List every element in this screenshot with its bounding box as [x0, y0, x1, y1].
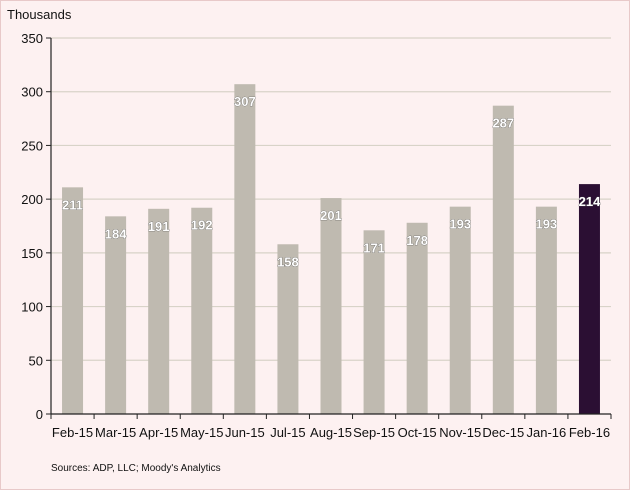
source-note: Sources: ADP, LLC; Moody's Analytics: [51, 463, 221, 474]
bar-jan-16: [535, 206, 557, 414]
x-tick-label: Jul-15: [270, 425, 305, 440]
y-tick-label: 150: [21, 246, 43, 261]
x-tick-label: Apr-15: [139, 425, 178, 440]
bar-feb-15: [62, 187, 84, 414]
y-tick-label: 300: [21, 85, 43, 100]
x-tick-label: Feb-15: [52, 425, 93, 440]
x-tick-label: Dec-15: [482, 425, 524, 440]
data-label: 307: [234, 94, 256, 109]
y-tick-label: 0: [36, 407, 43, 422]
bar-dec-15: [492, 105, 514, 415]
x-tick-label: Jun-15: [225, 425, 265, 440]
data-label: 178: [406, 233, 428, 248]
y-axis-unit-label: Thousands: [7, 7, 72, 22]
bar-sep-15: [363, 230, 385, 414]
data-label: 191: [148, 219, 170, 234]
data-label: 158: [277, 254, 299, 269]
bar-jun-15: [234, 84, 256, 415]
y-tick-label: 200: [21, 192, 43, 207]
bar-may-15: [191, 207, 213, 414]
x-tick-label: Feb-16: [569, 425, 610, 440]
x-tick-label: Nov-15: [439, 425, 481, 440]
x-tick-label: Aug-15: [310, 425, 352, 440]
x-tick-label: May-15: [180, 425, 223, 440]
bar-jul-15: [277, 244, 299, 414]
data-label: 201: [320, 208, 342, 223]
data-label: 287: [492, 116, 514, 131]
y-tick-label: 100: [21, 300, 43, 315]
y-tick-label: 350: [21, 31, 43, 46]
bar-apr-15: [148, 208, 170, 414]
data-label: 214: [579, 194, 601, 209]
data-label: 171: [363, 240, 385, 255]
y-tick-label: 50: [29, 353, 43, 368]
bar-feb-16: [578, 184, 600, 414]
axes: [50, 38, 611, 415]
x-tick-label: Mar-15: [95, 425, 136, 440]
bar-nov-15: [449, 206, 471, 414]
bars: 211 184 191 192 307 158 201 171 178 193 287 193 214: [62, 84, 601, 415]
x-axis-ticks: Feb-15 Mar-15 Apr-15 May-15 Jun-15 Jul-15 Aug-…: [50, 414, 612, 440]
data-label: 192: [191, 218, 213, 233]
x-tick-label: Sep-15: [353, 425, 395, 440]
data-label: 193: [449, 217, 471, 232]
x-tick-label: Oct-15: [398, 425, 437, 440]
data-label: 184: [105, 226, 127, 241]
bar-aug-15: [320, 198, 342, 414]
bar-mar-15: [105, 216, 127, 414]
data-label: 211: [62, 197, 83, 212]
bar-oct-15: [406, 222, 428, 414]
y-axis-ticks: 0 50 100 150 200 250 300 350: [21, 31, 51, 422]
x-tick-label: Jan-16: [527, 425, 567, 440]
data-label: 193: [536, 217, 558, 232]
y-tick-label: 250: [21, 138, 43, 153]
